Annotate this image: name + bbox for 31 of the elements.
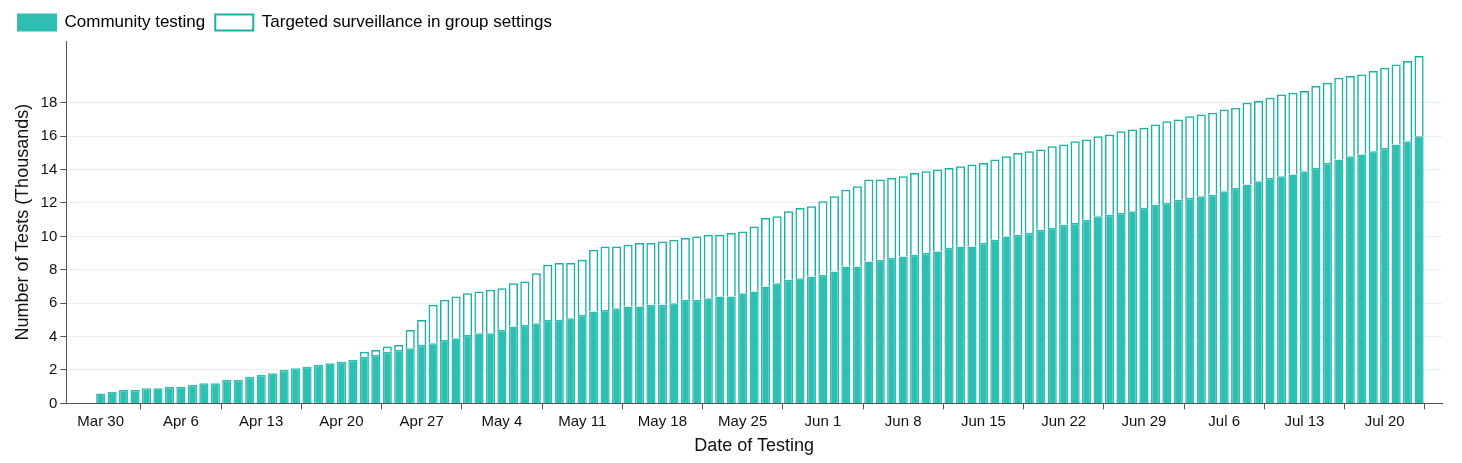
x-tick-label: Apr 13 <box>239 411 284 429</box>
y-tick-label: 18 <box>40 92 58 110</box>
x-tick-label: May 25 <box>718 411 768 429</box>
x-tick-label: Apr 6 <box>163 411 199 429</box>
x-tick-label: Jun 1 <box>804 411 842 429</box>
y-tick-label: 2 <box>48 360 58 378</box>
x-tick-label: Apr 27 <box>399 411 444 429</box>
y-tick-label: 8 <box>48 259 58 277</box>
x-tick-label: May 4 <box>481 411 523 429</box>
y-tick-label: 10 <box>40 226 58 244</box>
y-axis-title: Number of Tests (Thousands) <box>11 103 32 341</box>
x-tick-label: May 18 <box>637 411 688 429</box>
x-tick-label: Jul 13 <box>1284 411 1325 429</box>
x-tick-label: Jun 8 <box>884 411 922 429</box>
x-tick-label: Jul 6 <box>1208 411 1241 429</box>
legend-label: Targeted surveillance in group settings <box>261 12 552 32</box>
x-tick-label: Jun 29 <box>1121 411 1167 429</box>
x-tick-label: Apr 20 <box>319 411 364 429</box>
y-tick-label: 6 <box>48 293 58 311</box>
x-tick-label: Jun 15 <box>960 411 1006 429</box>
x-axis-title: Date of Testing <box>694 435 815 456</box>
legend-label: Community testing <box>64 12 206 32</box>
y-tick-label: 0 <box>48 393 58 411</box>
x-tick-label: Jul 20 <box>1364 411 1405 429</box>
y-tick-label: 16 <box>40 126 58 144</box>
x-tick-label: Mar 30 <box>77 411 125 429</box>
x-tick-label: May 11 <box>558 411 607 429</box>
y-tick-label: 4 <box>48 326 58 344</box>
x-tick-label: Jun 22 <box>1041 411 1087 429</box>
y-tick-label: 12 <box>40 193 58 211</box>
y-tick-label: 14 <box>40 159 58 177</box>
